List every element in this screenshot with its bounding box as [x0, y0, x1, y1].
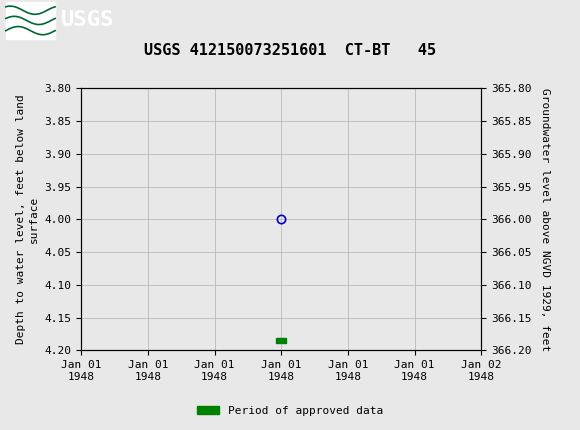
Legend: Period of approved data: Period of approved data	[193, 401, 387, 420]
Y-axis label: Groundwater level above NGVD 1929, feet: Groundwater level above NGVD 1929, feet	[540, 88, 550, 351]
Text: USGS 412150073251601  CT-BT   45: USGS 412150073251601 CT-BT 45	[144, 43, 436, 58]
FancyBboxPatch shape	[6, 2, 55, 39]
Text: USGS: USGS	[61, 10, 114, 31]
Y-axis label: Depth to water level, feet below land
surface: Depth to water level, feet below land su…	[16, 95, 39, 344]
Bar	[276, 338, 287, 343]
